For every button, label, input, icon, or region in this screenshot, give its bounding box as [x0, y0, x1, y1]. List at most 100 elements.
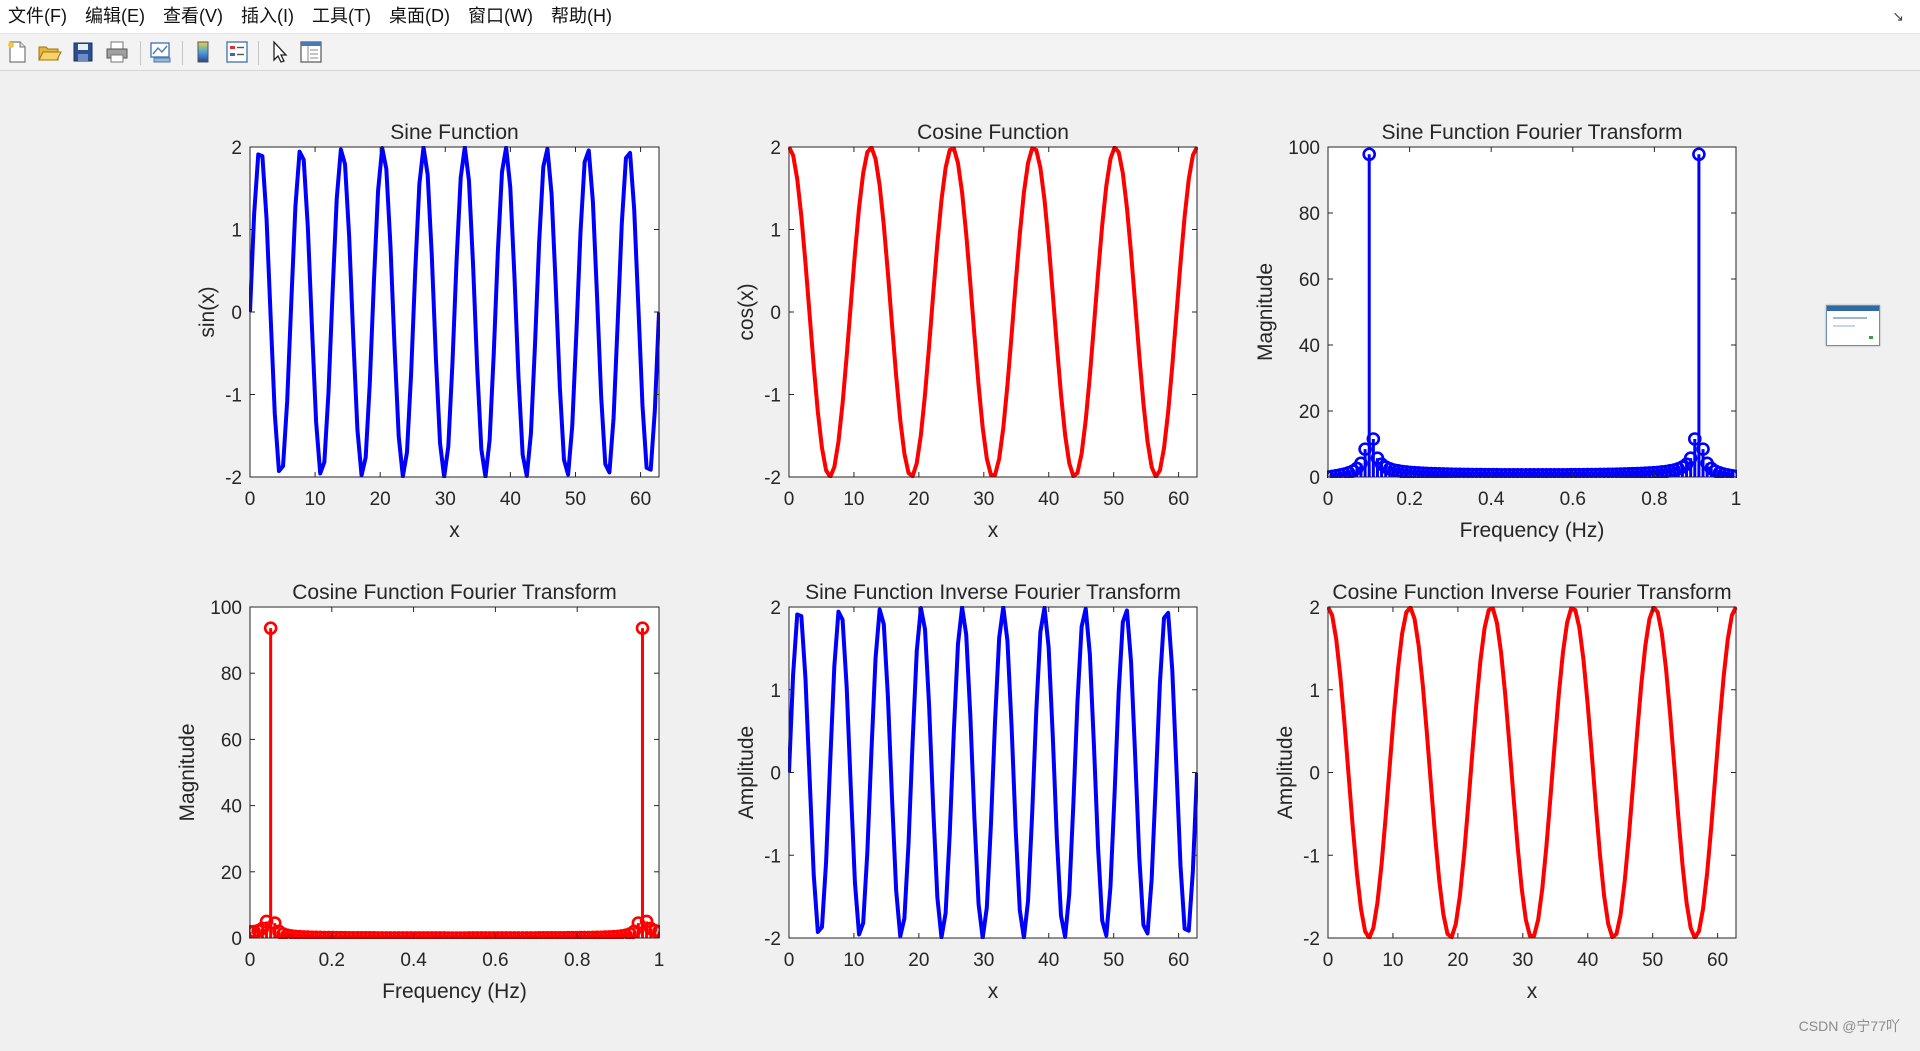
- menu-file[interactable]: 文件(F): [8, 6, 67, 26]
- stem-marker: [1436, 467, 1451, 478]
- stem-marker: [305, 930, 319, 939]
- stem-marker: [1514, 468, 1529, 478]
- y-tick-label: 1: [231, 221, 242, 242]
- x-axis-label: x: [988, 980, 999, 1003]
- toolbar-separator: [182, 41, 183, 65]
- save-icon[interactable]: [70, 39, 96, 65]
- chart-title: Sine Function Inverse Fourier Transform: [805, 581, 1181, 604]
- menu-view[interactable]: 查看(V): [162, 6, 223, 26]
- stem-marker: [1523, 468, 1537, 478]
- y-tick-label: 40: [221, 797, 242, 818]
- y-tick-label: 60: [1299, 270, 1320, 291]
- subplot-3: 0 0.2 0.4 0.6 0.8 1 0 20 40 60 80 100 Sine Function …: [1254, 121, 1741, 542]
- stem-marker: [263, 621, 278, 635]
- stem-marker: [1696, 442, 1710, 456]
- y-axis-label: cos(x): [735, 283, 758, 340]
- open-file-icon[interactable]: [36, 39, 62, 65]
- stem-marker: [635, 621, 650, 635]
- property-inspector-icon[interactable]: [298, 39, 324, 65]
- y-tick-label: 0: [1309, 468, 1320, 489]
- axes-background: [1328, 147, 1736, 477]
- y-tick-label: 0: [231, 929, 242, 950]
- x-tick-label: 20: [908, 950, 929, 971]
- insert-colorbar-icon[interactable]: [190, 39, 216, 65]
- stem-marker: [292, 929, 307, 939]
- x-tick-label: 0: [1323, 489, 1334, 510]
- menu-insert[interactable]: 插入(I): [240, 6, 294, 26]
- y-tick-label: 1: [1309, 681, 1320, 702]
- stem-marker: [1725, 468, 1737, 478]
- y-tick-label: -2: [225, 468, 242, 489]
- x-tick-label: 0.4: [400, 950, 427, 971]
- stem-marker: [284, 929, 299, 939]
- x-tick-label: 60: [1168, 950, 1189, 971]
- x-tick-label: 20: [908, 489, 929, 510]
- stem-marker: [1473, 467, 1488, 478]
- edit-plot-arrow-icon[interactable]: [266, 39, 292, 65]
- link-plot-icon[interactable]: [148, 39, 174, 65]
- y-tick-label: -1: [225, 386, 242, 407]
- stem-marker: [1498, 467, 1513, 478]
- x-tick-label: 40: [1038, 950, 1059, 971]
- stem-marker: [1502, 467, 1517, 478]
- x-tick-label: 50: [565, 489, 586, 510]
- x-tick-label: 0: [245, 950, 256, 971]
- y-tick-label: 1: [770, 681, 781, 702]
- series-line: [1327, 606, 1737, 939]
- menu-help[interactable]: 帮助(H): [550, 6, 612, 26]
- y-tick-label: 0: [1309, 764, 1320, 785]
- x-tick-label: 60: [1707, 950, 1728, 971]
- y-tick-label: -1: [1303, 846, 1320, 867]
- y-tick-label: 2: [770, 138, 781, 159]
- x-tick-label: 0.2: [1396, 489, 1422, 510]
- y-tick-label: 80: [221, 664, 242, 685]
- y-tick-label: -2: [764, 929, 781, 950]
- y-tick-label: 0: [231, 303, 242, 324]
- stem-marker: [1432, 467, 1447, 478]
- menu-tools[interactable]: 工具(T): [311, 6, 371, 26]
- menu-edit[interactable]: 编辑(E): [84, 6, 145, 26]
- x-tick-label: 10: [843, 950, 864, 971]
- x-tick-label: 50: [1642, 950, 1663, 971]
- stem-marker: [1457, 467, 1471, 478]
- chart-title: Cosine Function Inverse Fourier Transfor…: [1332, 581, 1731, 604]
- stem-marker: [1519, 468, 1533, 478]
- x-tick-label: 30: [435, 489, 456, 510]
- menu-window[interactable]: 窗口(W): [467, 6, 533, 26]
- stem-marker: [301, 930, 315, 939]
- stem-marker: [1477, 467, 1492, 478]
- x-tick-label: 0.8: [564, 950, 590, 971]
- menu-desktop[interactable]: 桌面(D): [388, 6, 450, 26]
- stem-marker: [1453, 467, 1467, 478]
- x-tick-label: 30: [973, 489, 994, 510]
- print-icon[interactable]: [104, 39, 130, 65]
- plot-region: [1327, 606, 1737, 939]
- x-tick-label: 20: [370, 489, 391, 510]
- stem-marker: [1448, 467, 1463, 478]
- x-tick-label: 0: [1323, 950, 1334, 971]
- y-tick-label: 60: [221, 730, 242, 751]
- x-tick-label: 1: [654, 950, 665, 971]
- stem-marker: [288, 929, 303, 939]
- y-tick-label: 100: [1288, 138, 1320, 159]
- y-axis-label: Magnitude: [1254, 263, 1277, 361]
- x-tick-label: 0.6: [482, 950, 508, 971]
- plot-region: [249, 146, 660, 478]
- minimized-window-thumbnail[interactable]: [1826, 305, 1880, 346]
- x-tick-label: 0: [784, 489, 795, 510]
- dock-figure-icon[interactable]: ↘: [1892, 8, 1904, 24]
- stem-marker: [1366, 432, 1381, 446]
- x-axis-label: Frequency (Hz): [1460, 519, 1605, 542]
- y-tick-label: 20: [221, 863, 242, 884]
- y-axis-label: Amplitude: [735, 726, 758, 819]
- stem-marker: [296, 930, 311, 939]
- insert-legend-icon[interactable]: [224, 39, 250, 65]
- stem-marker: [1494, 467, 1508, 478]
- new-figure-icon[interactable]: [4, 39, 30, 65]
- stem-marker: [1424, 466, 1438, 478]
- axes-box: [249, 606, 660, 939]
- subplot-2: 0 10 20 30 40 50 60 -2 -1 0 1 2 Cosine Function x cos(…: [735, 121, 1198, 542]
- axes-box: [1327, 146, 1737, 478]
- stem-marker: [280, 928, 294, 939]
- series-line: [788, 146, 1198, 478]
